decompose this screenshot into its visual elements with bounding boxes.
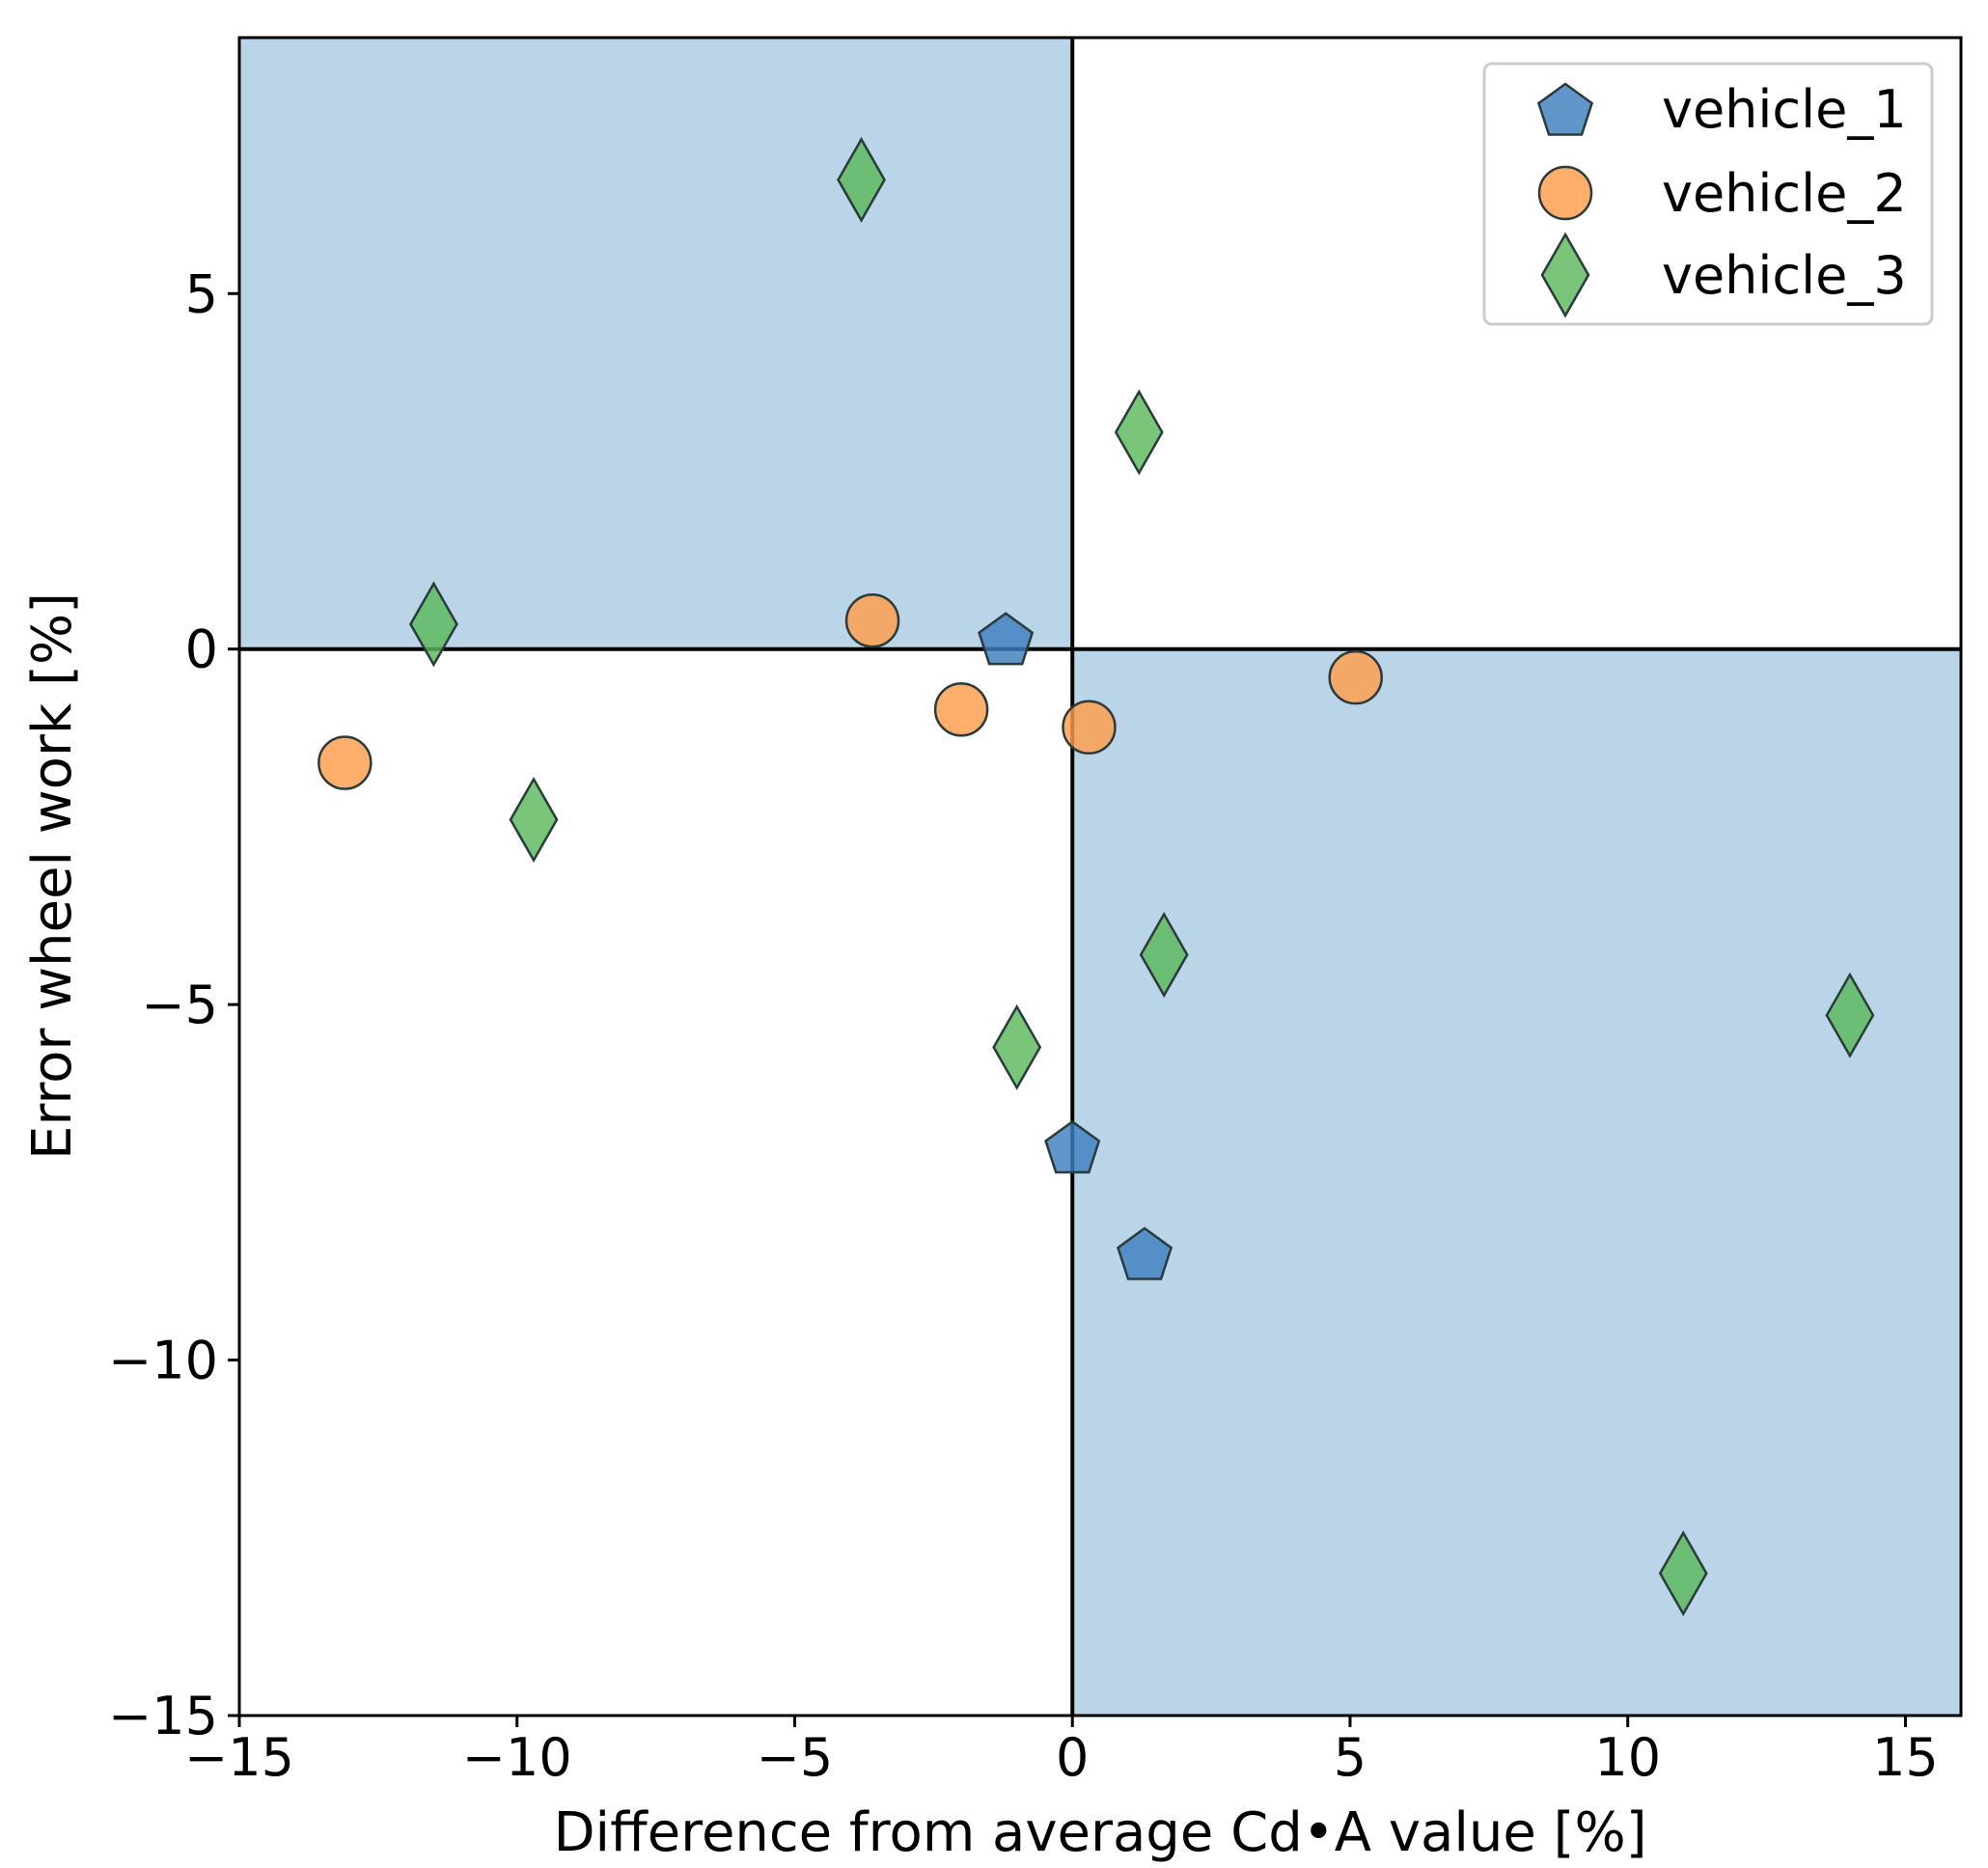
legend-label-vehicle_3: vehicle_3 <box>1662 245 1907 306</box>
shaded-quadrant-1 <box>239 38 1073 649</box>
plot-frame <box>237 36 1963 1717</box>
x-tick-label: 5 <box>1334 1727 1367 1788</box>
vehicle_3-point-6 <box>992 1003 1042 1090</box>
legend-marker-vehicle_3 <box>1540 232 1590 318</box>
x-tick-label: −10 <box>462 1727 572 1788</box>
x-tick-label: −15 <box>184 1727 294 1788</box>
y-tick-label: 5 <box>185 263 218 324</box>
x-tick-label: 15 <box>1872 1727 1939 1788</box>
legend-box <box>1482 62 1934 326</box>
vehicle_2-point-5 <box>1328 649 1383 705</box>
vehicle_3-point-3 <box>408 581 458 668</box>
vehicle_1-point-2 <box>1044 1119 1101 1174</box>
legend-marker-vehicle_2 <box>1537 165 1593 221</box>
y-axis-label: Error wheel work [%] <box>21 592 84 1160</box>
vehicle_2-point-4 <box>1062 700 1117 755</box>
shaded-quadrants <box>239 38 1961 1716</box>
vehicle_3-point-4 <box>509 777 559 864</box>
shaded-quadrant-2 <box>1072 648 1961 1716</box>
x-tick-label: −5 <box>757 1727 834 1788</box>
vehicle_2-point-1 <box>318 735 373 790</box>
vehicle_3-point-7 <box>1825 972 1875 1058</box>
y-tick-label: −10 <box>108 1331 218 1391</box>
data-points <box>318 136 1875 1617</box>
x-axis-label: Difference from average Cd•A value [%] <box>553 1801 1646 1864</box>
vehicle_1-point-3 <box>1117 1226 1173 1280</box>
vehicle_1-point-1 <box>978 612 1035 666</box>
x-axis-ticks: −15 −10 −5 0 5 10 15 <box>184 1716 1939 1788</box>
legend-label-vehicle_2: vehicle_2 <box>1662 163 1907 224</box>
y-tick-label: −5 <box>141 975 218 1035</box>
y-axis-ticks: −15 −10 −5 0 5 <box>108 263 239 1746</box>
x-tick-label: 0 <box>1056 1727 1089 1788</box>
y-tick-label: −15 <box>108 1686 218 1746</box>
vehicle_3-point-8 <box>1658 1530 1708 1617</box>
legend: vehicle_1 vehicle_2 vehicle_3 <box>1482 62 1934 326</box>
x-tick-label: 10 <box>1594 1727 1661 1788</box>
legend-label-vehicle_1: vehicle_1 <box>1662 79 1907 140</box>
vehicle_3-point-5 <box>1139 912 1189 999</box>
vehicle_2-point-2 <box>844 592 900 648</box>
vehicle_2-point-3 <box>933 682 989 737</box>
legend-marker-vehicle_1 <box>1536 82 1594 136</box>
zero-reference-lines <box>239 38 1961 1716</box>
vehicle_3-point-2 <box>1114 389 1164 476</box>
y-tick-label: 0 <box>185 619 218 680</box>
vehicle_3-point-1 <box>837 136 886 223</box>
